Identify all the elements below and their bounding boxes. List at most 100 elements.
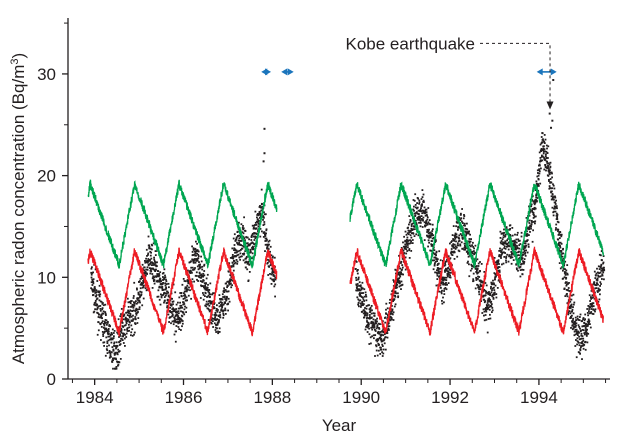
observed-point	[150, 269, 152, 271]
observed-point	[120, 329, 123, 332]
observed-point	[514, 233, 516, 236]
observed-point	[432, 268, 435, 271]
observed-point	[388, 329, 390, 331]
observed-point	[96, 303, 99, 306]
observed-point	[413, 205, 415, 208]
observed-point	[204, 284, 206, 287]
observed-point	[208, 308, 210, 311]
observed-point	[502, 232, 505, 235]
observed-point	[243, 252, 246, 255]
observed-point	[240, 249, 242, 251]
observed-point	[541, 132, 544, 135]
observed-point	[507, 248, 510, 251]
observed-point	[376, 324, 379, 326]
observed-point	[427, 235, 429, 237]
observed-point	[160, 280, 162, 282]
observed-point	[464, 230, 467, 233]
observed-point	[178, 296, 181, 299]
observed-point	[518, 257, 521, 259]
observed-point	[511, 256, 514, 259]
observed-point	[517, 269, 519, 272]
observed-point	[365, 295, 368, 298]
observed-point	[433, 256, 436, 259]
observed-point	[479, 283, 482, 286]
observed-point	[558, 262, 561, 264]
observed-point	[559, 231, 562, 234]
observed-point	[510, 254, 513, 256]
observed-point	[398, 277, 401, 280]
observed-point	[121, 322, 124, 324]
observed-point	[200, 255, 202, 258]
observed-point	[524, 242, 527, 245]
observed-point	[192, 260, 195, 263]
observed-point	[258, 213, 260, 215]
observed-point	[525, 244, 528, 247]
observed-point	[359, 299, 362, 302]
observed-point	[399, 284, 402, 287]
observed-point	[474, 244, 477, 247]
observed-point	[206, 289, 209, 291]
observed-point	[602, 255, 605, 257]
observed-point	[598, 268, 601, 270]
observed-point	[466, 222, 468, 225]
observed-point	[563, 287, 566, 290]
observed-point	[500, 255, 502, 258]
observed-point	[487, 307, 489, 310]
observed-point	[429, 236, 432, 239]
observed-point	[555, 199, 557, 202]
observed-point	[250, 257, 253, 259]
observed-point	[129, 309, 132, 312]
observed-point	[371, 309, 373, 312]
observed-point	[555, 227, 557, 229]
observed-point	[556, 220, 559, 223]
observed-point	[525, 249, 527, 252]
observed-point	[459, 244, 462, 247]
observed-point	[518, 247, 521, 250]
observed-point	[138, 280, 141, 282]
observed-point	[160, 296, 163, 299]
observed-point	[519, 275, 522, 278]
observed-point	[433, 259, 436, 262]
observed-point	[547, 164, 549, 167]
observed-point	[428, 234, 431, 237]
observed-point	[468, 240, 470, 243]
observed-point	[185, 286, 188, 289]
observed-point	[97, 329, 100, 332]
observed-point	[269, 245, 272, 248]
observed-point	[566, 264, 569, 266]
observed-point	[400, 280, 403, 283]
observed-point	[527, 226, 530, 229]
observed-point	[539, 164, 541, 167]
observed-point	[436, 272, 439, 275]
observed-point	[420, 207, 422, 210]
observed-point	[150, 267, 153, 270]
observed-point	[463, 242, 466, 245]
observed-point	[234, 249, 237, 252]
observed-point	[100, 314, 103, 316]
observed-point	[408, 257, 411, 259]
observed-point	[509, 228, 511, 230]
observed-point	[184, 286, 187, 289]
observed-point	[122, 342, 125, 344]
observed-point	[217, 321, 220, 324]
observed-point	[467, 252, 469, 255]
observed-point	[505, 259, 507, 262]
observed-point	[528, 234, 530, 236]
observed-point	[412, 208, 415, 211]
observed-point	[165, 294, 167, 297]
observed-point	[186, 279, 189, 281]
observed-point	[141, 263, 144, 266]
observed-point	[203, 264, 205, 267]
observed-point	[362, 292, 365, 294]
observed-point	[261, 230, 263, 233]
observed-point	[94, 301, 97, 304]
observed-point	[560, 242, 563, 245]
observed-point	[378, 332, 381, 335]
observed-point	[464, 245, 467, 248]
observed-point	[356, 287, 358, 289]
observed-point	[535, 196, 538, 199]
observed-point	[534, 189, 537, 191]
period-arrowhead-right	[265, 68, 272, 76]
observed-point	[97, 312, 99, 315]
